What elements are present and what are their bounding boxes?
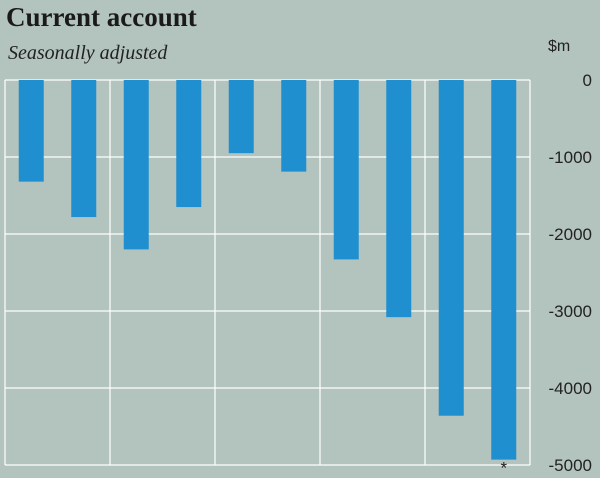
y-tick-label-2: -2000 — [549, 225, 592, 244]
bar-6 — [333, 80, 359, 260]
bar-8 — [438, 80, 464, 416]
y-tick-label-1: -1000 — [549, 148, 592, 167]
y-tick-label-4: -4000 — [549, 379, 592, 398]
y-tick-label-0: 0 — [583, 71, 592, 90]
chart-title: Current account — [6, 2, 197, 32]
bar-7 — [386, 80, 412, 318]
bar-3 — [176, 80, 202, 208]
annotation-0: * — [500, 459, 507, 478]
bar-0 — [18, 80, 44, 182]
chart-subtitle: Seasonally adjusted — [8, 42, 168, 64]
bars-group — [18, 80, 517, 460]
y-axis-unit: $m — [548, 38, 571, 55]
y-tick-labels: 0 -1000 -2000 -3000 -4000 -5000 — [549, 71, 592, 475]
annotations-group: * — [500, 459, 507, 478]
bar-2 — [123, 80, 149, 250]
bar-1 — [71, 80, 97, 218]
y-tick-label-5: -5000 — [549, 456, 592, 475]
y-tick-label-3: -3000 — [549, 302, 592, 321]
bar-9 — [491, 80, 517, 460]
bar-5 — [281, 80, 307, 172]
bar-4 — [228, 80, 254, 154]
